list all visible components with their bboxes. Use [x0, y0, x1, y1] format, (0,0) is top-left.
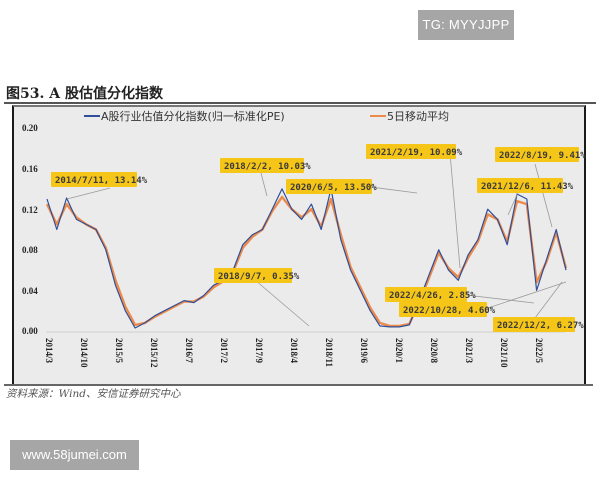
- legend: A股行业估值分化指数(归一标准化PE) 5日移动平均: [84, 109, 449, 123]
- x-axis: 2014/3 2014/10 2015/5 2015/12 2016/7 201…: [44, 338, 544, 368]
- annotation-label: 2021/2/19, 10.09%: [370, 148, 463, 158]
- series-dispersion-index: [46, 188, 567, 329]
- x-tick: 2018/4: [289, 338, 299, 364]
- watermark-top-right: TG: MYYJJPP: [418, 10, 514, 40]
- x-tick: 2014/10: [79, 338, 89, 368]
- frame-bottom-rule: [4, 384, 593, 386]
- annotation-label: 2018/9/7, 0.35%: [218, 272, 300, 282]
- x-tick: 2015/12: [149, 338, 159, 368]
- annotation-label: 2014/7/11, 13.14%: [55, 176, 148, 186]
- series-moving-average: [45, 195, 568, 328]
- x-tick: 2022/5: [534, 338, 544, 364]
- figure-source: 资料来源：Wind、安信证券研究中心: [6, 388, 181, 400]
- legend-label-ma: 5日移动平均: [387, 110, 449, 123]
- x-tick: 2017/9: [254, 338, 264, 364]
- annotation-label: 2022/4/26, 2.85%: [389, 291, 476, 301]
- annotation-label: 2020/6/5, 13.50%: [290, 183, 377, 193]
- annotation-leaders: [66, 152, 567, 327]
- x-tick: 2014/3: [44, 338, 54, 364]
- x-tick: 2018/11: [324, 338, 334, 368]
- x-tick: 2016/7: [184, 338, 194, 364]
- y-tick: 0.04: [22, 286, 38, 296]
- y-tick: 0.08: [22, 245, 38, 255]
- x-tick: 2021/3: [464, 338, 474, 364]
- y-tick: 0.16: [22, 164, 38, 174]
- annotation-label: 2021/12/6, 11.43%: [481, 182, 574, 192]
- figure-title: 图53. A 股估值分化指数: [6, 86, 163, 102]
- legend-label-raw: A股行业估值分化指数(归一标准化PE): [101, 109, 285, 123]
- annotation-label: 2022/8/19, 9.41%: [499, 151, 586, 161]
- y-axis: 0.20 0.16 0.12 0.08 0.04 0.00: [22, 123, 38, 336]
- annotation-label: 2022/10/28, 4.60%: [403, 306, 496, 316]
- annotation-label: 2022/12/2, 6.27%: [497, 321, 584, 331]
- chart-frame: [12, 105, 586, 386]
- watermark-bottom-left: www.58jumei.com: [10, 440, 139, 470]
- x-tick: 2021/10: [499, 338, 509, 368]
- y-tick: 0.20: [22, 123, 38, 133]
- x-tick: 2020/8: [429, 338, 439, 364]
- title-divider: [4, 102, 596, 104]
- x-tick: 2019/6: [359, 338, 369, 364]
- annotation-label: 2018/2/2, 10.03%: [224, 162, 311, 172]
- x-tick: 2015/5: [114, 338, 124, 364]
- y-tick: 0.12: [22, 205, 38, 215]
- x-tick: 2020/1: [394, 338, 404, 364]
- x-tick: 2017/2: [219, 338, 229, 364]
- y-tick: 0.00: [22, 326, 38, 336]
- annotations: 2014/7/11, 13.14% 2018/2/2, 10.03% 2018/…: [51, 144, 586, 332]
